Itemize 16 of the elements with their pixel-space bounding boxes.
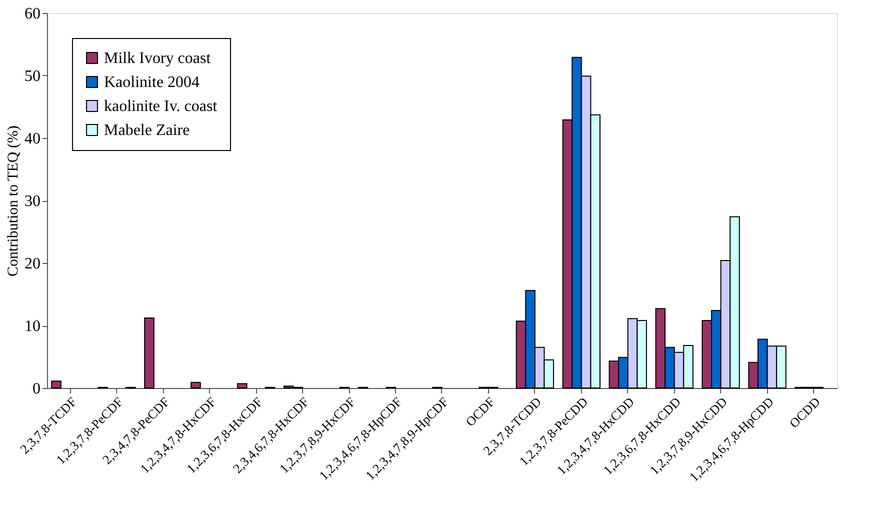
y-tick-label: 10 xyxy=(24,318,40,335)
legend-label: Milk Ivory coast xyxy=(104,50,212,67)
legend-label: Mabele Zaire xyxy=(104,122,190,139)
bar xyxy=(237,383,248,388)
bar xyxy=(144,318,154,388)
y-tick-label: 60 xyxy=(24,6,40,22)
y-axis-title: Contribution to TEQ (%) xyxy=(6,126,22,276)
y-tick-label: 40 xyxy=(24,130,40,148)
y-tick-label: 50 xyxy=(24,68,40,85)
bar xyxy=(190,382,201,388)
y-tick-label: 30 xyxy=(24,193,40,210)
bar xyxy=(51,380,62,388)
legend-label: Kaolinite 2004 xyxy=(104,74,200,91)
y-tick-label: 0 xyxy=(32,380,40,398)
y-tick-label: 20 xyxy=(24,256,40,272)
legend-label: kaolinite Iv. coast xyxy=(104,98,218,115)
